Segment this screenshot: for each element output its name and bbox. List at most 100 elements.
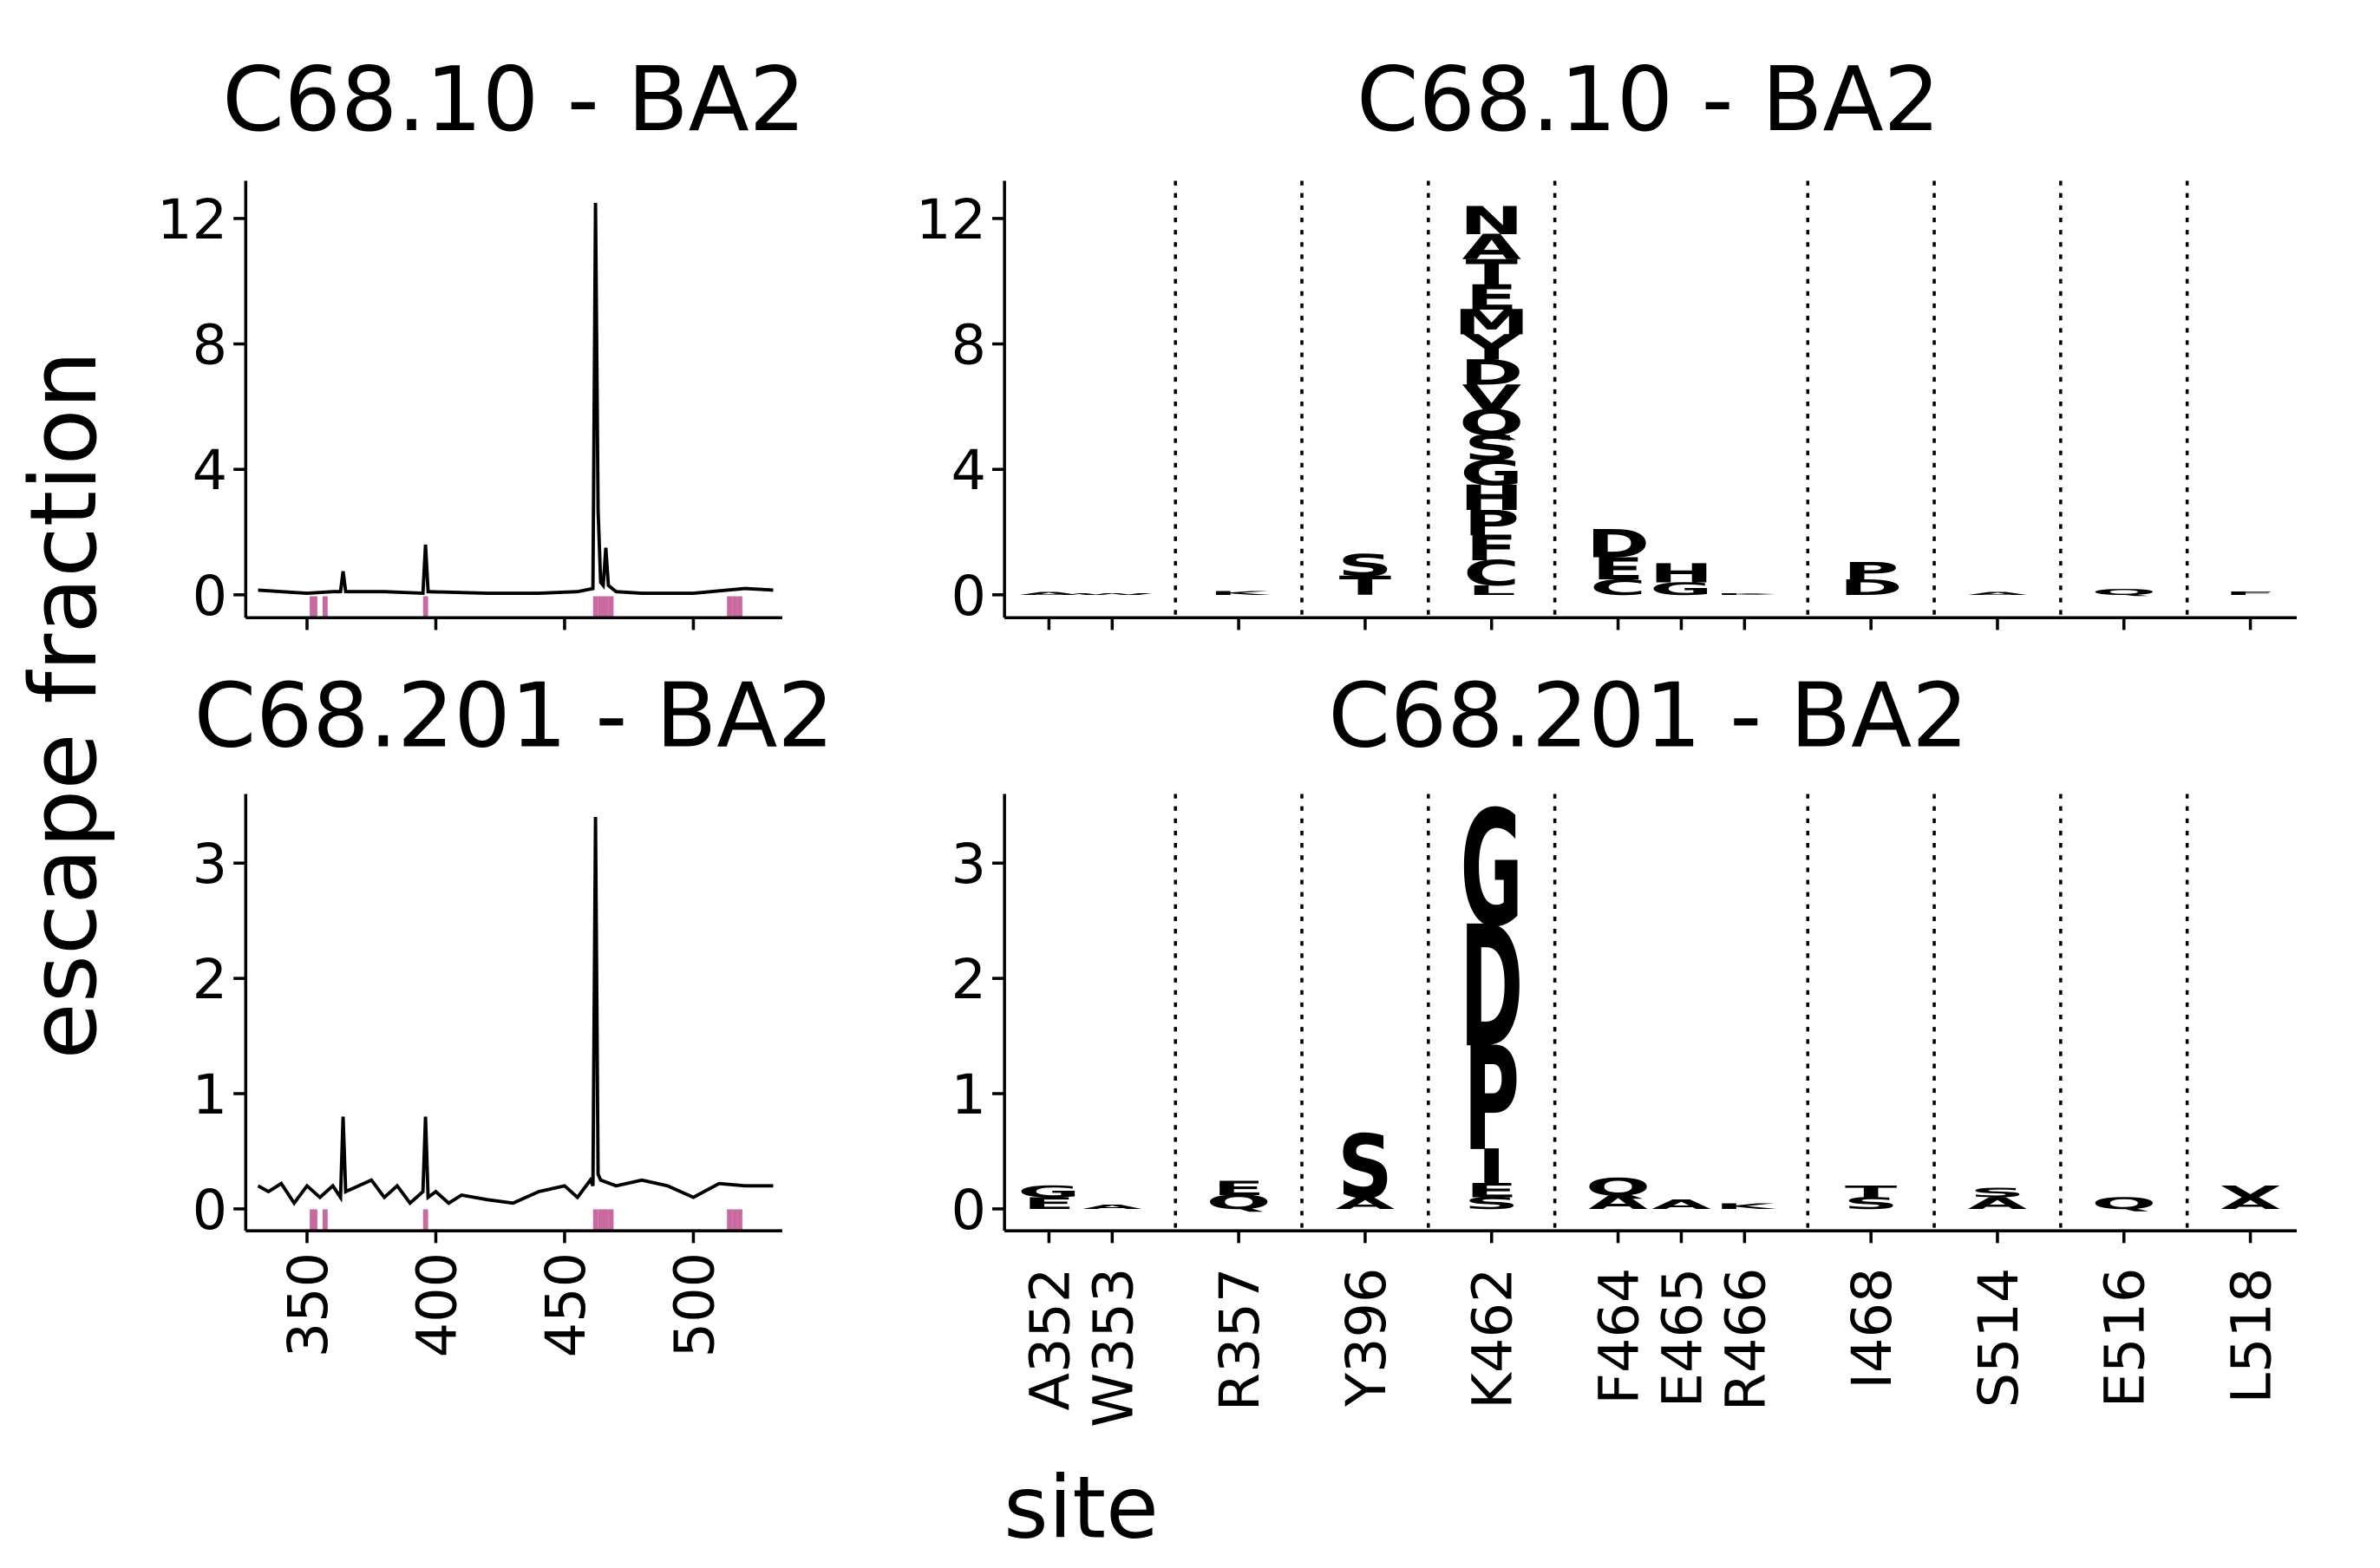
logo-letter: K: [1715, 593, 1777, 596]
x-tick-label: F464: [1588, 1268, 1652, 1405]
highlight-site: [422, 596, 428, 618]
y-tick-label: 2: [193, 948, 227, 1012]
logo-letter: E: [1466, 1179, 1518, 1202]
logo-letter: A: [1462, 227, 1521, 268]
x-tick-label: E516: [2094, 1268, 2158, 1408]
x-tick-label: Y396: [1335, 1268, 1399, 1408]
highlight-site: [312, 596, 317, 618]
highlight-site: [732, 596, 737, 618]
y-tick-label: 12: [157, 188, 227, 252]
y-tick-label: 3: [951, 833, 985, 897]
logo-letter: N: [1460, 198, 1524, 244]
logo-letter: F: [1466, 528, 1518, 569]
y-tick-label: 3: [193, 833, 227, 897]
highlight-site: [732, 1209, 737, 1232]
x-tick-label: S514: [1967, 1268, 2031, 1408]
y-tick-label: 4: [193, 439, 227, 503]
logo-letter: F: [2224, 591, 2276, 596]
logo-letter: M: [1454, 303, 1530, 343]
highlight-site: [592, 1209, 598, 1232]
logo-letter: T: [1339, 571, 1391, 601]
highlight-site: [603, 1209, 609, 1232]
x-tick-label: E465: [1651, 1268, 1715, 1408]
highlight-site: [608, 1209, 614, 1232]
highlight-site: [592, 596, 598, 618]
x-tick-label: L518: [2220, 1268, 2285, 1404]
logo-letter: T: [1466, 252, 1519, 293]
escape-line: [258, 202, 774, 596]
escape-line: [257, 817, 774, 1206]
highlight-site: [598, 596, 604, 618]
x-tick-label: K462: [1461, 1268, 1526, 1409]
logo-letter: D: [1460, 353, 1523, 394]
logo-letter: W: [1070, 593, 1154, 596]
highlight-site: [310, 596, 315, 618]
logo-letter: A: [1588, 1192, 1648, 1214]
y-tick-label: 0: [193, 565, 227, 629]
highlight-site: [603, 596, 609, 618]
logo-letter: P: [1843, 558, 1899, 585]
logo-letter: P: [1463, 503, 1520, 544]
x-axis-label: site: [1004, 1459, 1159, 1558]
logo-letter: C: [1590, 575, 1646, 600]
y-tick-label: 0: [193, 1179, 227, 1243]
y-tick-label: 1: [193, 1063, 227, 1127]
logo-letter: Q: [2091, 1194, 2156, 1212]
logo-letter: D: [1460, 892, 1523, 1086]
logo-letter: L: [1468, 583, 1516, 598]
x-tick-label: 400: [405, 1252, 469, 1357]
y-tick-label: 8: [951, 314, 985, 378]
highlight-site: [422, 1209, 428, 1232]
logo-letter: E: [1023, 1194, 1075, 1212]
chart-title: C68.10 - BA2: [222, 49, 806, 152]
highlight-site: [322, 1209, 328, 1232]
logo-letter: S: [1970, 1186, 2025, 1200]
logo-letter: G: [1460, 776, 1523, 962]
logo-letter: Q: [1206, 1192, 1272, 1214]
logo-letter: A: [1019, 591, 1079, 596]
logo-letter: P: [1463, 1017, 1520, 1184]
logo-letter: E: [1592, 552, 1644, 587]
logo-letter: G: [1017, 1183, 1081, 1201]
logo-letter: A: [1336, 1194, 1396, 1212]
logo-letter: A: [1968, 1194, 2028, 1212]
logo-letter: S: [1464, 1194, 1520, 1212]
logo-letter: Q: [1586, 1173, 1651, 1201]
logo-letter: K: [1715, 1201, 1777, 1211]
x-tick-label: A352: [1018, 1268, 1082, 1411]
x-tick-label: 450: [534, 1252, 598, 1357]
highlight-site: [727, 1209, 733, 1232]
logo-letter: S: [1464, 428, 1520, 469]
logo-letter: S: [1337, 548, 1393, 584]
logo-letter: S: [1337, 1117, 1393, 1218]
logo-letter: D: [1586, 521, 1650, 567]
highlight-site: [598, 1209, 604, 1232]
highlight-site: [737, 596, 742, 618]
logo-letter: G: [1460, 454, 1523, 494]
highlight-site: [600, 1209, 606, 1232]
logo-letter: Y: [1462, 328, 1520, 369]
chart-title: C68.201 - BA2: [1328, 665, 1968, 768]
logo-letter: H: [1460, 479, 1524, 519]
logo-letter: E: [1466, 278, 1518, 318]
x-tick-label: 350: [277, 1252, 341, 1357]
logo-letter: A: [1651, 1197, 1710, 1212]
logo-letter: H: [1649, 559, 1713, 589]
highlight-site: [727, 596, 733, 618]
y-tick-label: 12: [916, 188, 986, 252]
y-tick-label: 0: [951, 1179, 985, 1243]
y-tick-label: 4: [951, 439, 985, 503]
logo-letter: A: [2220, 1194, 2280, 1212]
x-tick-label: W353: [1082, 1268, 1146, 1428]
y-tick-label: 0: [951, 565, 985, 629]
highlight-site: [600, 596, 606, 618]
highlight-site: [608, 596, 614, 618]
x-tick-label: I468: [1841, 1268, 1905, 1389]
logo-letter: C: [1463, 553, 1520, 594]
chart-title: C68.10 - BA2: [1357, 49, 1940, 152]
logo-letter: Q: [1459, 403, 1524, 444]
highlight-site: [322, 596, 328, 618]
logo-letter: K: [1209, 590, 1272, 596]
logo-letter: I: [1477, 1140, 1506, 1196]
